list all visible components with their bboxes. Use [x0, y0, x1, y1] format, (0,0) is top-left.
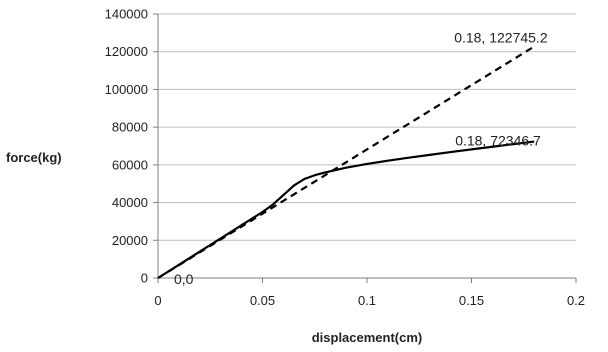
y-tick-label-7: 140000 — [105, 7, 148, 22]
y-tick-label-0: 0 — [141, 271, 148, 286]
y-tick-label-2: 40000 — [112, 195, 148, 210]
data-label-1: 0.18, 72346.7 — [455, 133, 541, 149]
x-tick-labels: 0 0.05 0.1 0.15 0.2 — [154, 293, 585, 308]
y-tick-labels: 0 20000 40000 60000 80000 100000 120000 140000 — [105, 7, 148, 286]
grid-lines — [158, 13, 576, 241]
x-tick-label-2: 0.1 — [358, 293, 376, 308]
y-tick-label-3: 60000 — [112, 157, 148, 172]
y-tick-label-6: 120000 — [105, 44, 148, 59]
x-tick-label-1: 0.05 — [250, 293, 275, 308]
x-tick-label-0: 0 — [154, 293, 161, 308]
x-axis-title: displacement(cm) — [312, 330, 423, 345]
axes — [153, 13, 577, 283]
data-label-0: 0.18, 122745.2 — [454, 30, 548, 46]
y-tick-label-4: 80000 — [112, 120, 148, 135]
data-annotations: 0.18, 122745.2 0.18, 72346.7 0,0 — [174, 30, 548, 287]
data-label-2: 0,0 — [174, 271, 194, 287]
x-tick-label-4: 0.2 — [567, 293, 585, 308]
y-axis-title: force(kg) — [6, 150, 62, 165]
y-tick-label-1: 20000 — [112, 233, 148, 248]
x-tick-label-3: 0.15 — [459, 293, 484, 308]
series-lines — [157, 45, 535, 279]
y-tick-label-5: 100000 — [105, 82, 148, 97]
series-line-solid — [157, 140, 535, 279]
